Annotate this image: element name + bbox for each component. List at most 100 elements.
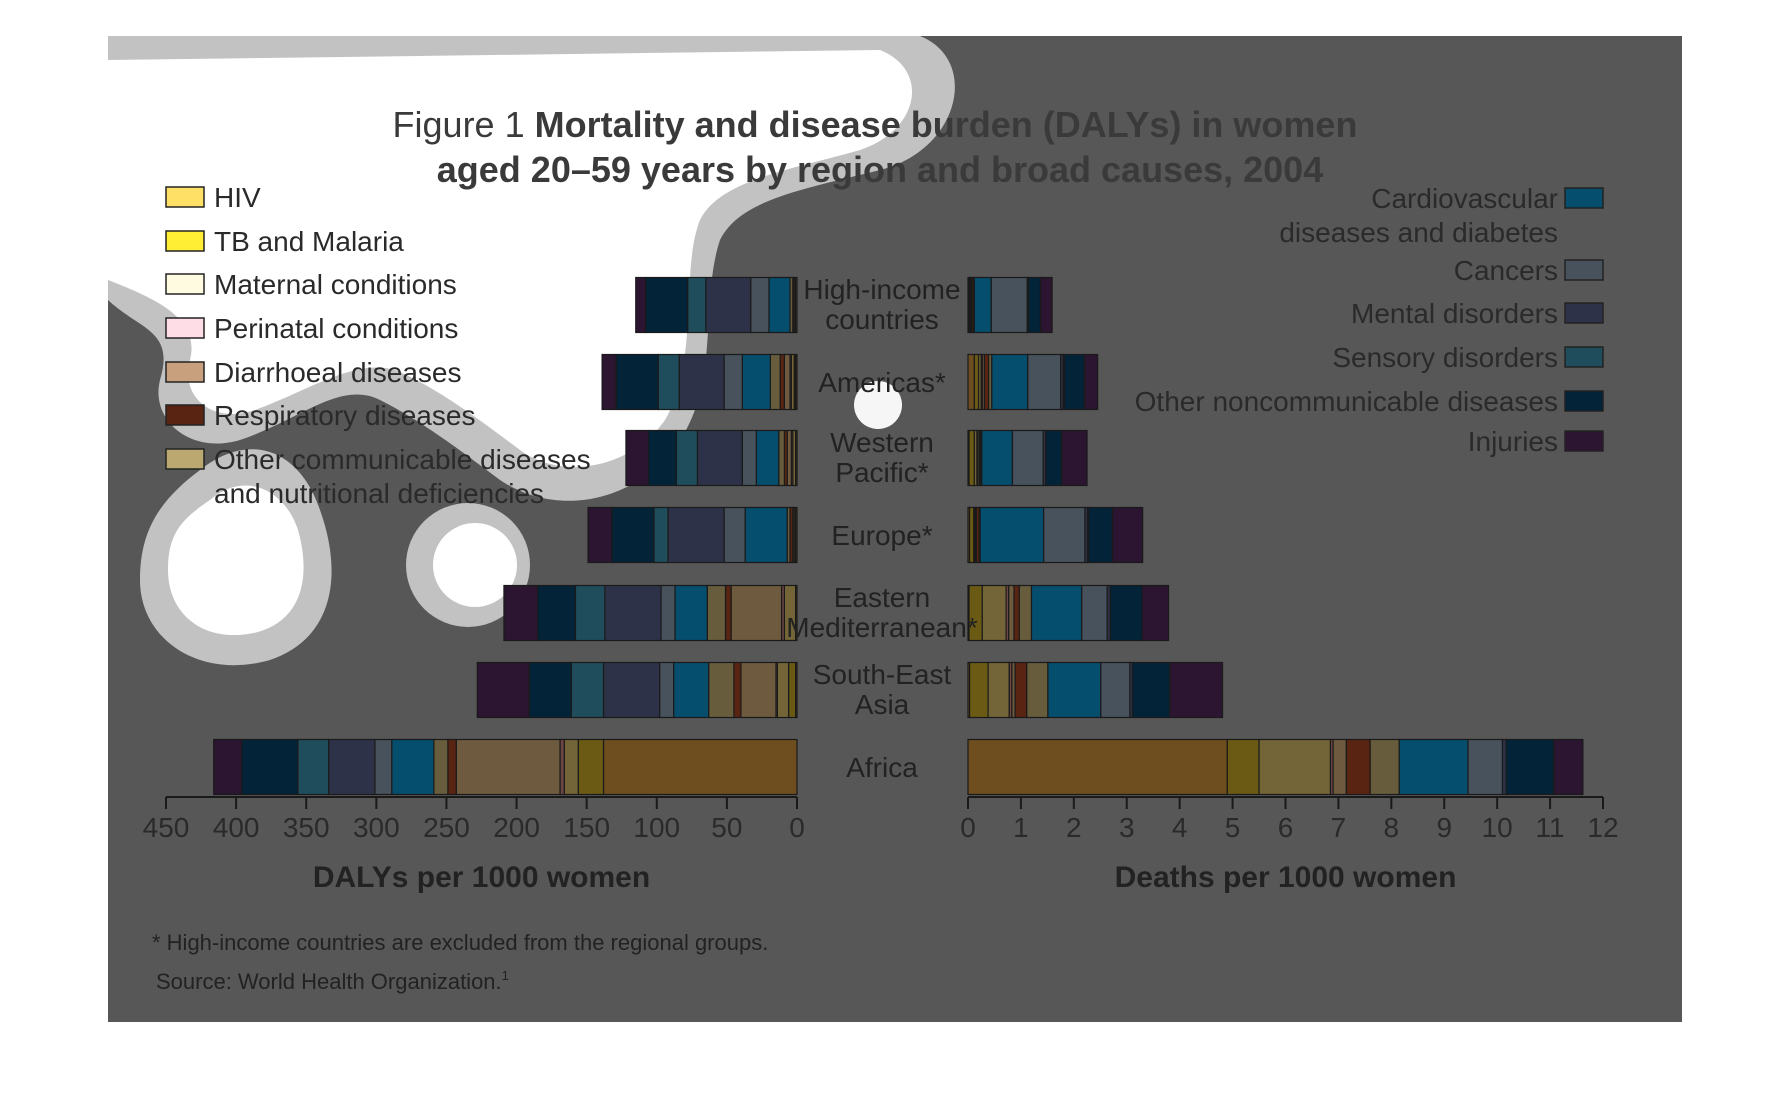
bar-eastern-mediterranean-cardiovascular-diseases-and-diabetes <box>1030 584 1083 642</box>
bar-south-east-asia-tb-and-malaria <box>968 661 989 719</box>
bar-africa-respiratory-diseases <box>447 738 457 796</box>
bar-south-east-asia-diarrhoeal-diseases <box>740 661 777 719</box>
bar-south-east-asia-cardiovascular-diseases-and-diabetes <box>1047 661 1102 719</box>
x-tick-label: 50 <box>711 812 742 843</box>
bar-africa-mental-disorders <box>328 738 376 796</box>
bar-western-pacific-diarrhoeal-diseases <box>786 429 792 487</box>
bar-eastern-mediterranean-other-noncommunicable-diseases <box>1109 584 1143 642</box>
bar-americas-injuries <box>1083 353 1099 411</box>
bar-western-pacific-cancers <box>741 429 757 487</box>
bar-americas-tb-and-malaria <box>973 353 980 411</box>
x-tick-label: 250 <box>423 812 470 843</box>
x-tick-label: 12 <box>1587 812 1618 843</box>
bar-africa-perinatal-conditions <box>559 738 565 796</box>
bar-europe-injuries <box>1111 506 1144 564</box>
bar-africa-tb-and-malaria <box>1226 738 1260 796</box>
bar-americas-injuries <box>601 353 617 411</box>
bar-americas-cardiovascular-diseases-and-diabetes <box>741 353 771 411</box>
bar-europe-injuries <box>587 506 613 564</box>
legend-swatch-tb-and-malaria <box>165 230 205 252</box>
x-tick-label: 1 <box>1013 812 1029 843</box>
legend-label-sensory-disorders: Sensory disorders <box>1332 342 1558 373</box>
figure-title-line-1: Figure 1 Mortality and disease burden (D… <box>393 104 1358 145</box>
bar-europe-tb-and-malaria <box>968 506 975 564</box>
region-label-text: High-income <box>803 274 960 305</box>
legend-label-and-nutritional-deficiencies: and nutritional deficiencies <box>214 478 544 509</box>
bar-high-income-countries-sensory-disorders <box>687 276 707 334</box>
bar-europe-cardiovascular-diseases-and-diabetes <box>979 506 1045 564</box>
legend-swatch-diarrhoeal-diseases <box>165 361 205 383</box>
decorative-overlay <box>108 36 955 666</box>
legend-swatch-perinatal-conditions <box>165 317 205 339</box>
region-label-text: countries <box>825 304 939 335</box>
bar-africa-diarrhoeal-diseases <box>455 738 561 796</box>
bar-western-pacific-sensory-disorders <box>675 429 699 487</box>
legend-swatch-other-communicable-diseases <box>165 448 205 470</box>
legend-swatch-injuries <box>1564 430 1604 452</box>
bar-western-pacific-cardiovascular-diseases-and-diabetes <box>981 429 1014 487</box>
bar-south-east-asia-cancers <box>1100 661 1131 719</box>
bar-europe-other-noncommunicable-diseases <box>611 506 655 564</box>
bar-europe-sensory-disorders <box>653 506 669 564</box>
x-tick-label: 400 <box>213 812 260 843</box>
x-axis-title: Deaths per 1000 women <box>1115 861 1457 894</box>
bar-high-income-countries-cancers <box>750 276 770 334</box>
bar-americas-other-noncommunicable-diseases <box>615 353 659 411</box>
region-label-text: Africa <box>846 752 918 783</box>
x-tick-label: 4 <box>1172 812 1188 843</box>
x-tick-label: 10 <box>1482 812 1513 843</box>
bar-americas-cancers <box>723 353 743 411</box>
legend-label-respiratory-diseases: Respiratory diseases <box>214 400 475 431</box>
bar-africa-other-communicable-diseases-and-nutritional-deficiencies <box>433 738 449 796</box>
footnote: * High-income countries are excluded fro… <box>152 930 768 955</box>
bar-south-east-asia-other-communicable-diseases-and-nutritional-deficiencies <box>1026 661 1049 719</box>
bar-south-east-asia-injuries <box>1169 661 1224 719</box>
legend-label-other-communicable-diseases: Other communicable diseases <box>214 444 591 475</box>
legend-swatch-hiv <box>165 186 205 208</box>
bar-western-pacific-other-noncommunicable-diseases <box>1045 429 1063 487</box>
bar-high-income-countries-cancers <box>990 276 1028 334</box>
bar-africa-maternal-conditions <box>563 738 579 796</box>
bar-south-east-asia-tb-and-malaria <box>787 661 797 719</box>
overlay-blob <box>433 523 517 607</box>
bar-south-east-asia-injuries <box>476 661 530 719</box>
bar-western-pacific-injuries <box>1061 429 1088 487</box>
bar-south-east-asia-cancers <box>658 661 675 719</box>
x-tick-label: 6 <box>1278 812 1294 843</box>
bar-high-income-countries-injuries <box>1039 276 1053 334</box>
bar-high-income-countries-cardiovascular-diseases-and-diabetes <box>768 276 791 334</box>
bar-western-pacific-mental-disorders <box>696 429 743 487</box>
legend-swatch-respiratory-diseases <box>165 404 205 426</box>
bar-africa-cardiovascular-diseases-and-diabetes <box>1398 738 1469 796</box>
bar-south-east-asia-other-noncommunicable-diseases <box>528 661 572 719</box>
legend-swatch-other-noncommunicable-diseases <box>1564 390 1604 412</box>
legend-label-other-noncommunicable-diseases: Other noncommunicable diseases <box>1135 386 1558 417</box>
bar-western-pacific-cancers <box>1011 429 1044 487</box>
overlay-blob <box>168 485 304 636</box>
x-tick-label: 11 <box>1536 812 1565 843</box>
bar-africa-hiv <box>602 738 798 796</box>
bar-eastern-mediterranean-maternal-conditions <box>981 584 1007 642</box>
bar-americas-other-noncommunicable-diseases <box>1063 353 1086 411</box>
region-label-text: Americas* <box>818 367 946 398</box>
bar-americas-respiratory-diseases <box>779 353 785 411</box>
legend-label-hiv: HIV <box>214 182 261 213</box>
figure-title-line-2: aged 20–59 years by region and broad cau… <box>437 149 1323 190</box>
x-tick-label: 350 <box>283 812 330 843</box>
bar-africa-hiv <box>967 738 1228 796</box>
legend-label-cardiovascular: Cardiovascular <box>1371 183 1558 214</box>
bar-africa-tb-and-malaria <box>577 738 605 796</box>
bar-africa-cancers <box>374 738 393 796</box>
legend-swatch-mental-disorders <box>1564 302 1604 324</box>
bar-americas-sensory-disorders <box>657 353 680 411</box>
legend-left: HIV TB and Malaria Maternal conditions Peri… <box>165 182 591 509</box>
bar-eastern-mediterranean-injuries <box>1141 584 1170 642</box>
bar-eastern-mediterranean-respiratory-diseases <box>1013 584 1020 642</box>
bar-western-pacific-tb-and-malaria <box>968 429 975 487</box>
bar-eastern-mediterranean-injuries <box>503 584 539 642</box>
x-tick-label: 5 <box>1225 812 1241 843</box>
bar-western-pacific-other-communicable-diseases-and-nutritional-deficiencies <box>778 429 785 487</box>
